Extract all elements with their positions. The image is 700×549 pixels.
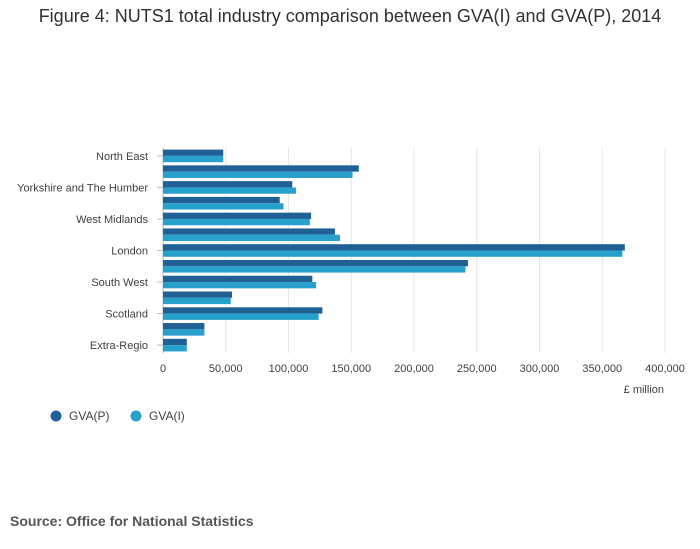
bar (163, 196, 280, 204)
legend: GVA(P) GVA(I) (50, 409, 185, 423)
source-note: Source: Office for National Statistics (10, 513, 254, 529)
bar (163, 266, 466, 273)
bar (163, 323, 205, 330)
legend-swatch (130, 410, 142, 422)
y-tick-label: Scotland (105, 309, 148, 321)
bar (163, 307, 323, 314)
y-axis-labels: North East Yorkshire and The Humber West M… (17, 151, 163, 352)
bar (163, 155, 224, 163)
bar (163, 250, 623, 257)
x-tick-label: 250,000 (457, 363, 497, 375)
x-tick-label: 300,000 (520, 363, 560, 375)
x-tick-label: 0 (160, 363, 166, 375)
legend-item[interactable]: GVA(I) (130, 409, 185, 423)
bar-group (163, 149, 224, 163)
bar-group (163, 244, 625, 257)
bar (163, 234, 340, 242)
bar (163, 259, 468, 267)
x-tick-label: 50,000 (209, 363, 243, 375)
bars (163, 149, 625, 352)
x-tick-label: 100,000 (269, 363, 309, 375)
y-tick-label: Yorkshire and The Humber (17, 182, 148, 194)
y-tick-label: Extra-Regio (90, 340, 148, 352)
legend-label: GVA(P) (69, 409, 109, 423)
chart-title: Figure 4: NUTS1 total industry compariso… (38, 6, 662, 26)
x-axis-unit: £ million (624, 384, 664, 396)
bar-group (163, 275, 317, 289)
bar (163, 171, 353, 178)
bar (163, 165, 359, 172)
bar-group (163, 181, 297, 194)
bar (163, 329, 205, 336)
y-tick-label: North East (96, 151, 148, 163)
bar-group (163, 323, 205, 336)
x-tick-label: 350,000 (582, 363, 622, 375)
bar (163, 149, 224, 156)
bar (163, 244, 625, 251)
bar (163, 313, 319, 320)
y-tick-label: West Midlands (76, 214, 148, 226)
legend-item[interactable]: GVA(P) (50, 409, 110, 423)
bar (163, 275, 313, 283)
bar (163, 228, 335, 235)
bar-group (163, 196, 284, 210)
bar-group (163, 307, 323, 320)
y-tick-label: South West (91, 277, 148, 289)
bar (163, 282, 317, 289)
bar-group (163, 338, 187, 352)
bar-group (163, 259, 468, 273)
bar (163, 187, 297, 194)
bar (163, 338, 187, 346)
bar-group (163, 212, 312, 226)
bar (163, 203, 284, 210)
x-tick-label: 200,000 (394, 363, 434, 375)
bar-group (163, 228, 340, 242)
bar (163, 291, 233, 298)
legend-swatch (50, 410, 62, 422)
bar (163, 212, 312, 219)
bar (163, 181, 293, 188)
bar-group (163, 165, 359, 178)
bar (163, 218, 310, 226)
legend-label: GVA(I) (149, 409, 185, 423)
bar-group (163, 291, 233, 305)
x-tick-label: 400,000 (645, 363, 685, 375)
y-tick-label: London (111, 246, 148, 258)
x-axis-labels: 0 50,000 100,000 150,000 200,000 250,000 300,0… (160, 363, 685, 375)
bar (163, 345, 187, 352)
bar (163, 297, 231, 305)
x-tick-label: 150,000 (331, 363, 371, 375)
